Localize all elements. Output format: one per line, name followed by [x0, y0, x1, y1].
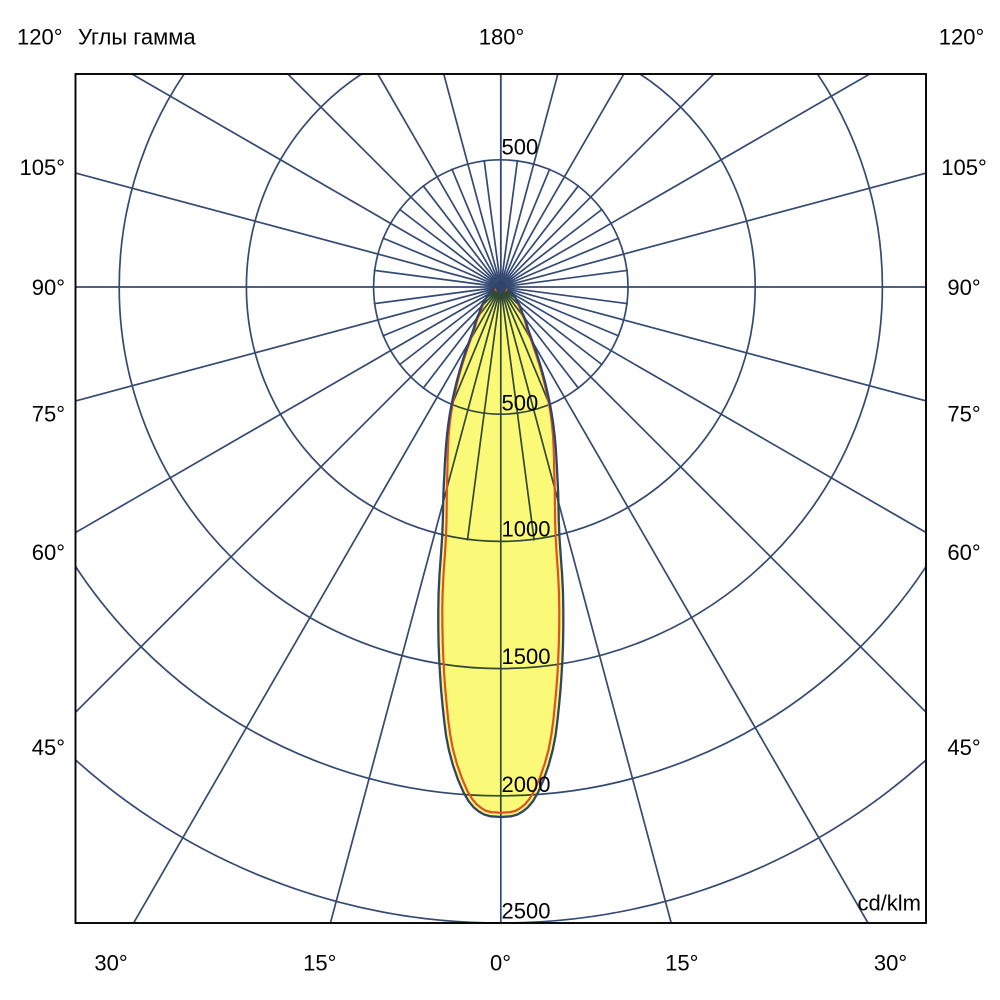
svg-text:105°: 105°: [19, 155, 65, 180]
svg-text:Углы гамма: Углы гамма: [78, 25, 196, 50]
svg-text:75°: 75°: [32, 401, 65, 426]
svg-text:30°: 30°: [94, 951, 127, 976]
svg-text:500: 500: [502, 135, 539, 160]
svg-text:2500: 2500: [502, 899, 551, 924]
svg-text:1500: 1500: [502, 644, 551, 669]
svg-text:15°: 15°: [665, 951, 698, 976]
svg-text:120°: 120°: [939, 25, 985, 50]
svg-text:30°: 30°: [874, 951, 907, 976]
svg-text:45°: 45°: [32, 735, 65, 760]
svg-text:180°: 180°: [479, 25, 525, 50]
svg-text:45°: 45°: [947, 735, 980, 760]
svg-text:0°: 0°: [490, 951, 511, 976]
svg-text:60°: 60°: [947, 540, 980, 565]
svg-text:1000: 1000: [502, 517, 551, 542]
svg-text:500: 500: [502, 391, 539, 416]
svg-text:60°: 60°: [32, 540, 65, 565]
svg-text:cd/klm: cd/klm: [857, 891, 921, 916]
svg-text:90°: 90°: [32, 275, 65, 300]
svg-text:90°: 90°: [947, 275, 980, 300]
svg-text:75°: 75°: [947, 401, 980, 426]
svg-text:2000: 2000: [502, 772, 551, 797]
svg-text:120°: 120°: [17, 25, 63, 50]
svg-text:15°: 15°: [303, 951, 336, 976]
svg-text:105°: 105°: [941, 155, 987, 180]
